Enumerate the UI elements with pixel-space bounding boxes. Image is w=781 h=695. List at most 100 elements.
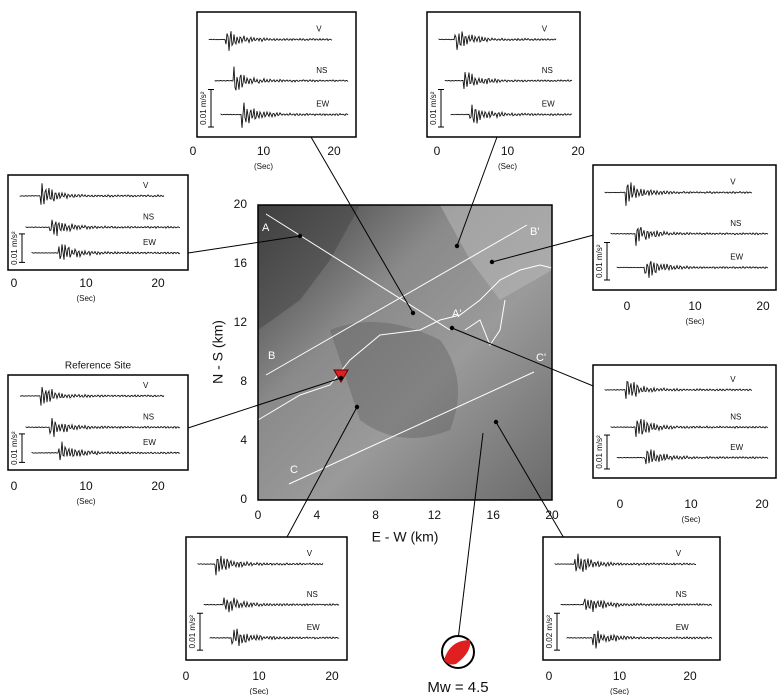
x-tick-label: 20 [325,669,339,683]
x-tick-label: 20 [571,144,585,158]
panel-frame [186,537,347,660]
panel-frame [543,537,720,660]
x-tick-label: 20 [151,276,165,290]
scale-label: 0.02 m/s² [545,615,554,649]
x-tick-label: 10 [252,669,266,683]
x-tick-label: 0 [183,669,190,683]
station [490,260,494,264]
section-label: A' [452,308,461,320]
x-tick-label: 0 [11,479,18,493]
station [494,420,498,424]
component-label: EW [143,238,156,247]
y-tick-label: 0 [240,492,247,506]
x-tick-label: 20 [151,479,165,493]
x-tick-label: 20 [683,669,697,683]
x-axis-label: E - W (km) [372,529,439,545]
x-unit: (Sec) [498,162,517,171]
component-label: NS [730,412,741,421]
component-label: EW [316,100,329,109]
scale-label: 0.01 m/s² [595,435,604,469]
component-label: NS [676,590,687,599]
x-tick-label: 10 [613,669,627,683]
panel-title: Reference Site [65,361,132,372]
y-tick-label: 20 [234,197,248,211]
y-axis-label: N - S (km) [210,320,226,384]
station [455,244,459,248]
component-label: V [143,181,149,190]
x-tick-label: 0 [624,299,631,313]
y-tick-label: 16 [234,256,248,270]
scale-label: 0.01 m/s² [595,244,604,278]
x-tick-label: 10 [257,144,271,158]
component-label: NS [316,66,327,75]
map: E - W (km) N - S (km) [210,205,552,545]
x-unit: (Sec) [681,515,700,524]
section-label: C [290,464,298,476]
x-unit: (Sec) [76,497,95,506]
scale-label: 0.01 m/s² [10,431,19,465]
component-label: EW [676,623,689,632]
scale-label: 0.01 m/s² [10,231,19,265]
y-tick-label: 8 [240,374,247,388]
x-tick-label: 0 [190,144,197,158]
component-label: V [307,549,313,558]
component-label: NS [143,212,154,221]
panel-frame [8,175,188,270]
x-tick-label: 20 [327,144,341,158]
x-unit: (Sec) [254,162,273,171]
x-tick-label: 0 [546,669,553,683]
x-unit: (Sec) [249,687,268,695]
panel-frame [8,375,188,470]
component-label: NS [143,412,154,421]
station [355,405,359,409]
section-label: B' [530,226,539,238]
x-tick-label: 8 [372,508,379,522]
panel-frame [593,165,776,290]
x-tick-label: 20 [756,299,770,313]
component-label: V [316,25,322,34]
panel-frame [197,12,356,137]
x-tick-label: 0 [255,508,262,522]
x-tick-label: 12 [428,508,442,522]
component-label: EW [307,623,320,632]
x-tick-label: 10 [688,299,702,313]
station [298,234,302,238]
y-tick-label: 12 [234,315,248,329]
component-label: V [730,178,736,187]
x-tick-label: 0 [11,276,18,290]
magnitude-label: Mw = 4.5 [427,679,488,695]
x-tick-label: 0 [617,497,624,511]
x-tick-label: 10 [79,276,93,290]
component-label: EW [542,100,555,109]
station [339,376,343,380]
section-label: C' [536,352,546,364]
component-label: EW [730,253,743,262]
scale-label: 0.01 m/s² [199,91,208,125]
component-label: V [676,549,682,558]
x-tick-label: 10 [684,497,698,511]
scale-label: 0.01 m/s² [188,615,197,649]
section-label: A [262,222,270,234]
section-label: B [268,350,275,362]
x-tick-label: 16 [487,508,501,522]
component-label: NS [730,219,741,228]
component-label: V [542,25,548,34]
panel-frame [593,365,776,478]
component-label: NS [542,66,553,75]
component-label: NS [307,590,318,599]
panel-frame [427,12,580,137]
x-unit: (Sec) [610,687,629,695]
x-tick-label: 10 [501,144,515,158]
x-tick-label: 0 [434,144,441,158]
x-tick-label: 20 [755,497,769,511]
x-tick-label: 4 [313,508,320,522]
component-label: V [730,375,736,384]
component-label: EW [143,438,156,447]
component-label: V [143,381,149,390]
x-unit: (Sec) [76,294,95,303]
x-tick-label: 10 [79,479,93,493]
y-tick-label: 4 [240,433,247,447]
scale-label: 0.01 m/s² [429,91,438,125]
figure: E - W (km) N - S (km) Mw = 4.5 0 4 8 12 16 20… [0,0,781,695]
component-label: EW [730,443,743,452]
